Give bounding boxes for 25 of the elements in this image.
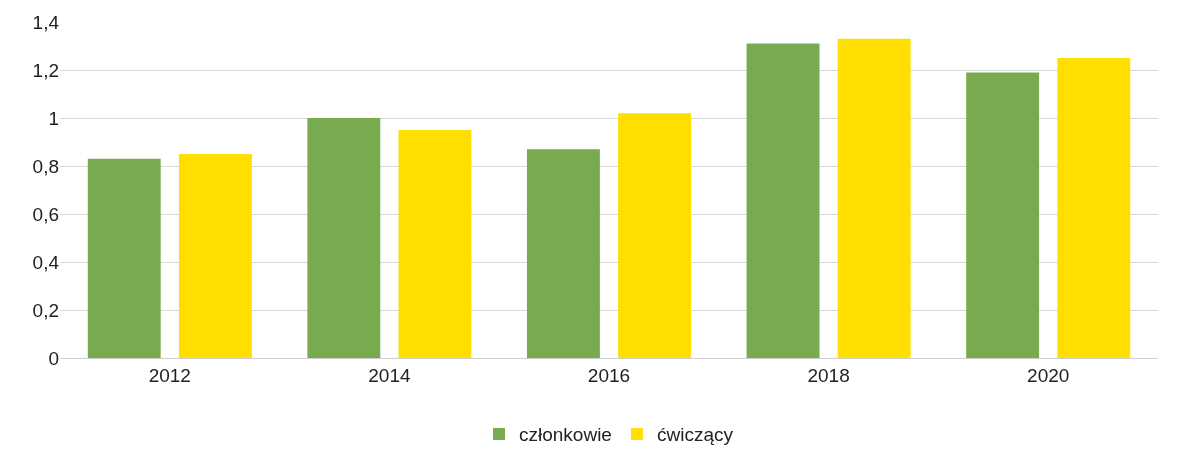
y-tick-label: 0,4 <box>32 251 60 273</box>
legend-label: ćwiczący <box>656 424 734 446</box>
x-tick-label: 2012 <box>148 364 191 386</box>
bar <box>966 72 1040 358</box>
y-tick-label: 0 <box>48 347 59 369</box>
y-tick-label: 0,6 <box>32 203 59 225</box>
y-tick-label: 1 <box>48 107 59 129</box>
bar <box>87 158 161 358</box>
y-tick-label: 0,8 <box>32 155 59 177</box>
x-tick-label: 2014 <box>368 364 411 386</box>
bar <box>178 154 252 358</box>
legend-label: członkowie <box>519 424 612 446</box>
bar <box>837 38 911 358</box>
y-tick-label: 0,2 <box>32 299 59 321</box>
bar <box>746 43 820 358</box>
x-tick-label: 2020 <box>1027 364 1070 386</box>
bar <box>1057 58 1131 358</box>
y-tick-label: 1,4 <box>32 11 60 33</box>
bar <box>526 149 600 358</box>
x-tick-label: 2016 <box>587 364 631 386</box>
bar <box>398 130 472 358</box>
x-tick-label: 2018 <box>807 364 850 386</box>
y-tick-label: 1,2 <box>32 59 59 81</box>
bar <box>307 118 381 358</box>
bar <box>618 113 692 358</box>
